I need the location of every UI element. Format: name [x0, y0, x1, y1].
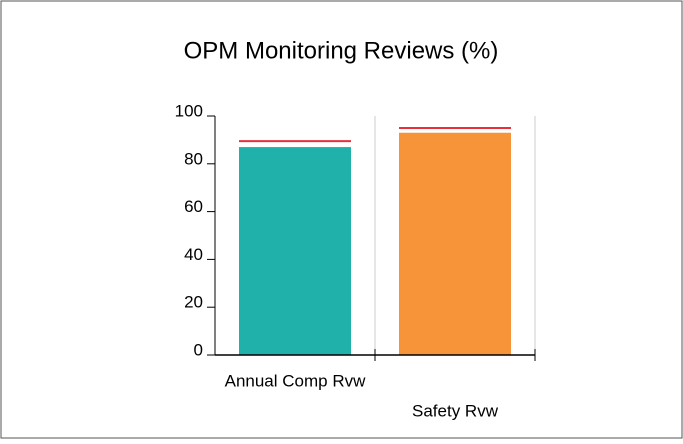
y-tick-label: 20 — [184, 293, 203, 312]
x-tick-label: Safety Rvw — [412, 401, 499, 420]
y-tick-label: 0 — [194, 340, 203, 359]
x-tick-label: Annual Comp Rvw — [225, 371, 367, 390]
chart-title: OPM Monitoring Reviews (%) — [184, 37, 499, 64]
bar — [399, 132, 511, 355]
bar — [239, 147, 351, 355]
y-tick-label: 60 — [184, 197, 203, 216]
y-tick-label: 80 — [184, 149, 203, 168]
y-tick-label: 40 — [184, 245, 203, 264]
y-tick-label: 100 — [175, 101, 203, 120]
